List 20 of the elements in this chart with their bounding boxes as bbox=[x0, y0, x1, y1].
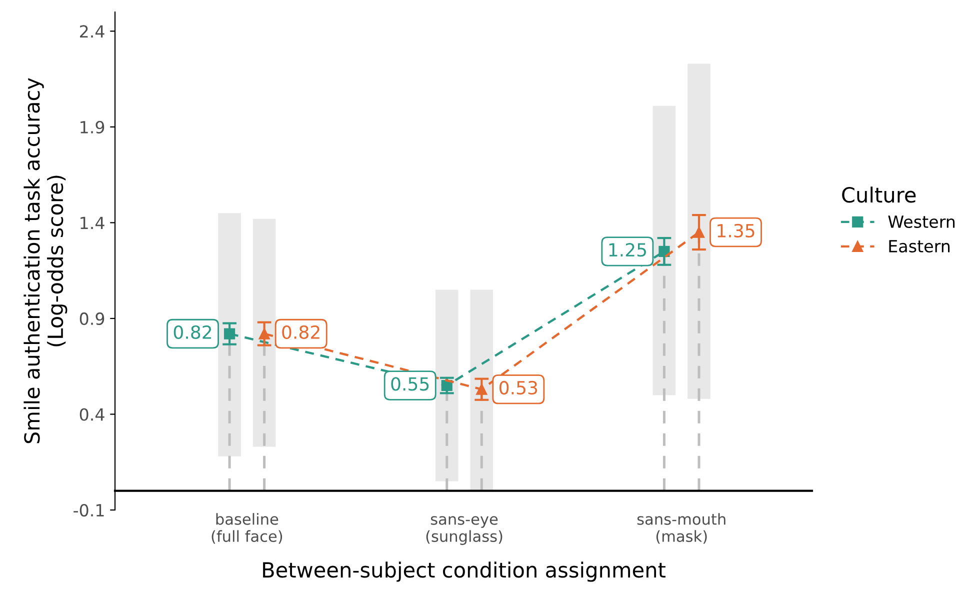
x-tick-label: sans-mouth (mask) bbox=[637, 513, 726, 544]
y-axis-title: Smile authentication task accuracy (Log-odds score) bbox=[24, 78, 68, 444]
x-tick-label: baseline (full face) bbox=[212, 513, 282, 544]
data-label: 1.35 bbox=[718, 224, 754, 238]
x-tick-label: sans-eye (sunglass) bbox=[426, 516, 502, 545]
legend-label: Western bbox=[888, 216, 955, 228]
x-axis-title: Between-subject condition assignment bbox=[263, 562, 666, 582]
y-tick-label: 0.4 bbox=[80, 408, 104, 421]
data-label: 0.55 bbox=[391, 377, 429, 391]
y-tick-label: 2.4 bbox=[80, 25, 104, 38]
data-label: 1.25 bbox=[609, 243, 646, 257]
y-tick-label: 1.4 bbox=[80, 216, 104, 230]
y-tick-label: 0.9 bbox=[80, 312, 104, 326]
y-tick-label: 1.9 bbox=[80, 120, 104, 134]
data-label: 0.82 bbox=[174, 325, 212, 340]
y-tick-label: -0.1 bbox=[74, 504, 104, 517]
data-label: 0.82 bbox=[282, 325, 320, 340]
legend-label: Eastern bbox=[889, 240, 950, 252]
legend-title: Culture bbox=[842, 186, 916, 203]
data-label: 0.53 bbox=[500, 380, 538, 395]
